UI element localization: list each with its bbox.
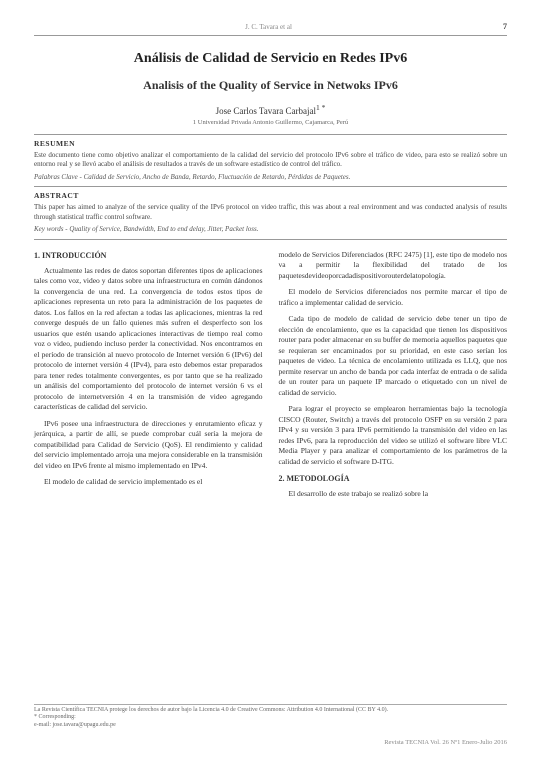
running-head-text: J. C. Tavara et al [34, 23, 503, 32]
author-name: Jose Carlos Tavara Carbajal1 * [34, 103, 507, 117]
column-right: modelo de Servicios Diferenciados (RFC 2… [279, 250, 508, 506]
metod-paragraph-1: El desarrollo de este trabajo se realizó… [279, 489, 508, 500]
col2-paragraph-1: modelo de Servicios Diferenciados (RFC 2… [279, 250, 508, 282]
footnote-email: e-mail: jose.tavara@upagu.edu.pe [34, 722, 507, 730]
col2-paragraph-2: El modelo de Servicios diferenciados nos… [279, 287, 508, 308]
resumen-body: Este documento tiene como objetivo anali… [34, 151, 507, 170]
col2-paragraph-4: Para lograr el proyecto se emplearon her… [279, 404, 508, 467]
rule-1 [34, 134, 507, 135]
abstract-body: This paper has aimed to analyze of the s… [34, 203, 507, 222]
resumen-head: RESUMEN [34, 139, 507, 149]
header-rule [34, 35, 507, 36]
section-intro-head: 1. INTRODUCCIÓN [34, 250, 263, 261]
page-number: 7 [503, 22, 507, 33]
column-left: 1. INTRODUCCIÓN Actualmente las redes de… [34, 250, 263, 506]
footnote-corresponding: * Corresponding: [34, 714, 507, 722]
resumen-keywords: Palabras Clave - Calidad de Servicio, An… [34, 173, 507, 182]
page: J. C. Tavara et al 7 Análisis de Calidad… [0, 0, 541, 758]
abstract-keywords: Key words - Quality of Service, Bandwidt… [34, 225, 507, 234]
footnote-license: La Revista Científica TECNIA protege los… [34, 707, 507, 715]
author-text: Jose Carlos Tavara Carbajal [216, 106, 316, 116]
rule-3 [34, 239, 507, 240]
author-marks: 1 * [316, 103, 325, 112]
col2-paragraph-3: Cada tipo de modelo de calidad de servic… [279, 314, 508, 398]
rule-2 [34, 186, 507, 187]
running-header: J. C. Tavara et al 7 [34, 22, 507, 33]
intro-paragraph-1: Actualmente las redes de datos soportan … [34, 266, 263, 413]
affiliation: 1 Universidad Privada Antonio Guillermo,… [34, 119, 507, 128]
footnotes: La Revista Científica TECNIA protege los… [34, 704, 507, 730]
section-metod-head: 2. METODOLOGÍA [279, 473, 508, 484]
abstract-head: ABSTRACT [34, 191, 507, 201]
body-columns: 1. INTRODUCCIÓN Actualmente las redes de… [34, 250, 507, 506]
footer-journal: Revista TECNIA Vol. 26 Nº1 Enero-Julio 2… [0, 739, 507, 748]
title-spanish: Análisis de Calidad de Servicio en Redes… [34, 50, 507, 69]
intro-paragraph-2: IPv6 posee una infraestructura de direcc… [34, 419, 263, 472]
title-english: Analisis of the Quality of Service in Ne… [34, 77, 507, 93]
intro-paragraph-3: El modelo de calidad de servicio impleme… [34, 477, 263, 488]
